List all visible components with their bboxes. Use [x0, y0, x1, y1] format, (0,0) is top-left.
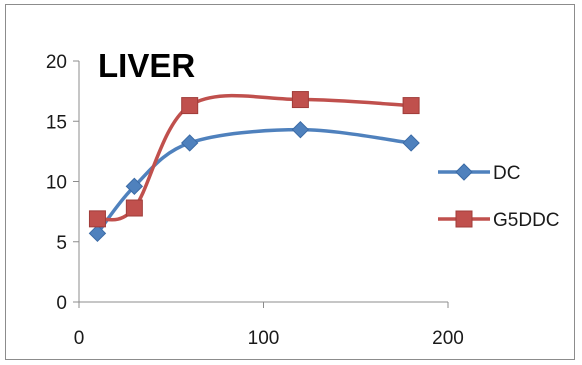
data-point-dc: [88, 224, 107, 243]
legend: DC G5DDC: [438, 163, 560, 231]
plot-area: [88, 91, 420, 243]
data-point-g5ddc: [88, 210, 106, 228]
y-tick-label: 0: [56, 293, 67, 314]
legend-label-g5ddc: G5DDC: [493, 210, 560, 231]
data-point-g5ddc: [402, 97, 420, 115]
x-tick-label: 0: [74, 328, 85, 349]
data-point-dc: [291, 120, 310, 139]
data-point-dc: [180, 134, 199, 152]
y-tick-label: 15: [46, 112, 67, 133]
series-line-dc: [96, 127, 412, 235]
y-tick-label: 20: [46, 52, 67, 73]
data-point-g5ddc: [181, 97, 199, 115]
series-line-g5ddc: [96, 93, 412, 222]
data-point-g5ddc: [125, 199, 143, 217]
chart-title: LIVER: [98, 47, 195, 84]
chart-area: [5, 4, 575, 360]
legend-marker-dc: [455, 163, 473, 181]
x-tick-label: 200: [432, 328, 464, 349]
y-tick-label: 5: [56, 233, 67, 254]
legend-marker-g5ddc: [455, 210, 473, 228]
data-point-dc: [402, 134, 420, 152]
x-tick-label: 100: [248, 328, 280, 349]
data-point-g5ddc: [291, 91, 309, 109]
legend-label-dc: DC: [493, 163, 520, 184]
data-point-dc: [125, 177, 144, 196]
y-tick-label: 10: [46, 173, 67, 194]
